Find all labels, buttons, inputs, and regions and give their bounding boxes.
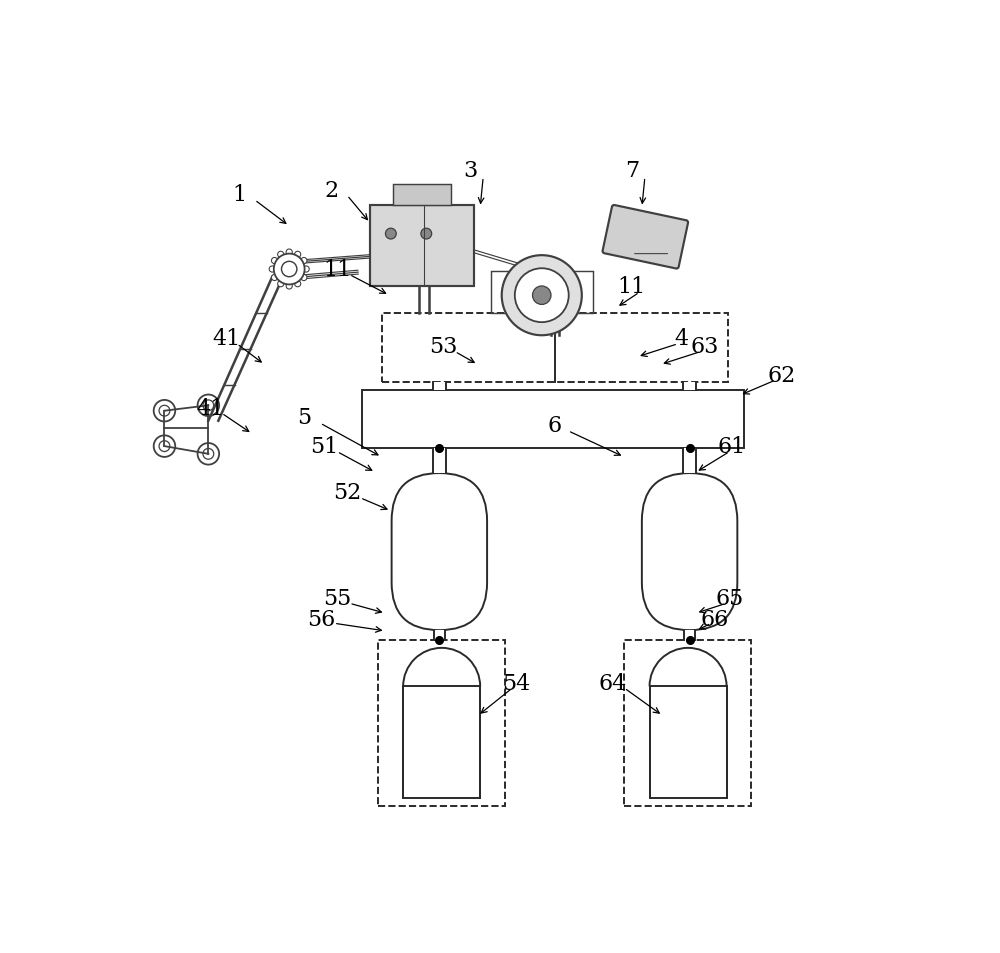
FancyBboxPatch shape xyxy=(392,474,487,631)
Text: 62: 62 xyxy=(768,364,796,386)
Circle shape xyxy=(295,281,301,288)
Text: 56: 56 xyxy=(307,608,336,630)
Circle shape xyxy=(421,229,432,240)
Text: 11: 11 xyxy=(618,275,646,297)
Text: 3: 3 xyxy=(463,160,477,182)
Circle shape xyxy=(271,275,278,281)
Circle shape xyxy=(269,267,275,273)
Bar xyxy=(650,687,727,799)
Circle shape xyxy=(515,269,569,323)
Bar xyxy=(683,383,696,391)
Bar xyxy=(382,314,728,383)
Bar xyxy=(433,383,446,391)
Text: 6: 6 xyxy=(548,415,562,436)
Text: 4: 4 xyxy=(675,328,689,350)
Text: 41: 41 xyxy=(212,328,240,350)
Bar xyxy=(393,184,451,206)
Text: 64: 64 xyxy=(598,672,627,694)
Bar xyxy=(433,448,446,474)
Circle shape xyxy=(295,252,301,258)
Circle shape xyxy=(385,229,396,240)
Text: 54: 54 xyxy=(502,672,530,694)
Text: 66: 66 xyxy=(700,608,728,630)
Bar xyxy=(362,391,744,448)
Bar xyxy=(624,640,751,806)
Circle shape xyxy=(303,267,309,273)
Circle shape xyxy=(502,256,582,335)
Text: 1: 1 xyxy=(232,183,246,205)
Text: 61: 61 xyxy=(718,436,746,457)
Circle shape xyxy=(278,252,284,258)
Bar xyxy=(684,631,695,640)
Bar xyxy=(378,640,505,806)
Bar xyxy=(403,687,480,799)
Circle shape xyxy=(278,281,284,288)
Circle shape xyxy=(274,254,305,285)
Text: 51: 51 xyxy=(310,436,338,457)
Text: 5: 5 xyxy=(298,406,312,429)
Circle shape xyxy=(271,258,278,264)
Bar xyxy=(434,631,445,640)
FancyBboxPatch shape xyxy=(642,474,737,631)
Circle shape xyxy=(301,258,307,264)
Text: 55: 55 xyxy=(323,587,351,609)
Text: 41: 41 xyxy=(197,397,225,419)
Circle shape xyxy=(533,287,551,305)
FancyBboxPatch shape xyxy=(603,206,688,270)
Text: 63: 63 xyxy=(691,335,719,357)
Circle shape xyxy=(286,284,292,290)
Bar xyxy=(683,448,696,474)
Text: 65: 65 xyxy=(716,587,744,609)
Text: 7: 7 xyxy=(625,160,639,182)
Circle shape xyxy=(301,275,307,281)
Text: 11: 11 xyxy=(323,259,351,281)
Circle shape xyxy=(286,250,292,256)
Text: 52: 52 xyxy=(333,482,361,504)
FancyBboxPatch shape xyxy=(370,206,474,287)
Text: 2: 2 xyxy=(324,179,339,201)
Bar xyxy=(491,272,593,314)
Text: 53: 53 xyxy=(429,335,457,357)
